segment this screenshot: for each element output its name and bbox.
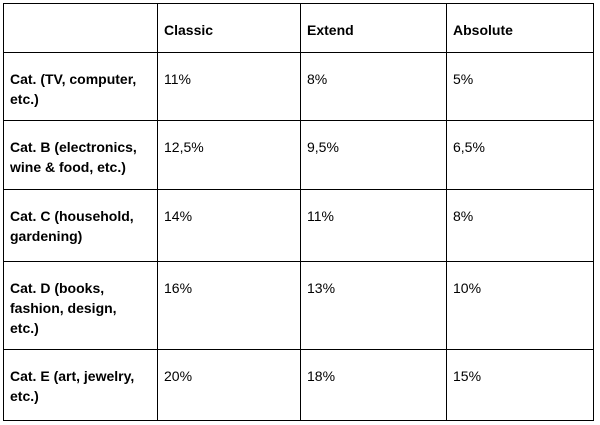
row-label-cat-a: Cat. (TV, computer, etc.) (3, 52, 158, 121)
value-cell-cat-b-extend: 9,5% (300, 120, 447, 190)
value-cell-cat-d-absolute: 10% (446, 261, 594, 350)
value-cell-cat-a-classic: 11% (157, 52, 301, 121)
commission-rate-table: Classic Extend Absolute Cat. (TV, comput… (3, 3, 594, 421)
value-cell-cat-b-absolute: 6,5% (446, 120, 594, 190)
value-cell-cat-d-extend: 13% (300, 261, 447, 350)
table-row-cat-d: Cat. D (books, fashion, design, etc.) 16… (3, 261, 594, 350)
header-cell-absolute: Absolute (446, 3, 594, 53)
value-cell-cat-d-classic: 16% (157, 261, 301, 350)
value-cell-cat-a-extend: 8% (300, 52, 447, 121)
header-cell-empty (3, 3, 158, 53)
table-row-cat-c: Cat. C (household, gardening) 14% 11% 8% (3, 189, 594, 262)
value-cell-cat-b-classic: 12,5% (157, 120, 301, 190)
header-cell-classic: Classic (157, 3, 301, 53)
value-cell-cat-c-extend: 11% (300, 189, 447, 262)
value-cell-cat-e-classic: 20% (157, 349, 301, 421)
value-cell-cat-e-extend: 18% (300, 349, 447, 421)
value-cell-cat-e-absolute: 15% (446, 349, 594, 421)
table-row-cat-a: Cat. (TV, computer, etc.) 11% 8% 5% (3, 52, 594, 121)
value-cell-cat-c-classic: 14% (157, 189, 301, 262)
value-cell-cat-a-absolute: 5% (446, 52, 594, 121)
table-header-row: Classic Extend Absolute (3, 3, 594, 53)
table-row-cat-e: Cat. E (art, jewelry, etc.) 20% 18% 15% (3, 349, 594, 421)
header-cell-extend: Extend (300, 3, 447, 53)
row-label-cat-c: Cat. C (household, gardening) (3, 189, 158, 262)
row-label-cat-d: Cat. D (books, fashion, design, etc.) (3, 261, 158, 350)
value-cell-cat-c-absolute: 8% (446, 189, 594, 262)
row-label-cat-b: Cat. B (electronics, wine & food, etc.) (3, 120, 158, 190)
row-label-cat-e: Cat. E (art, jewelry, etc.) (3, 349, 158, 421)
table-row-cat-b: Cat. B (electronics, wine & food, etc.) … (3, 120, 594, 190)
